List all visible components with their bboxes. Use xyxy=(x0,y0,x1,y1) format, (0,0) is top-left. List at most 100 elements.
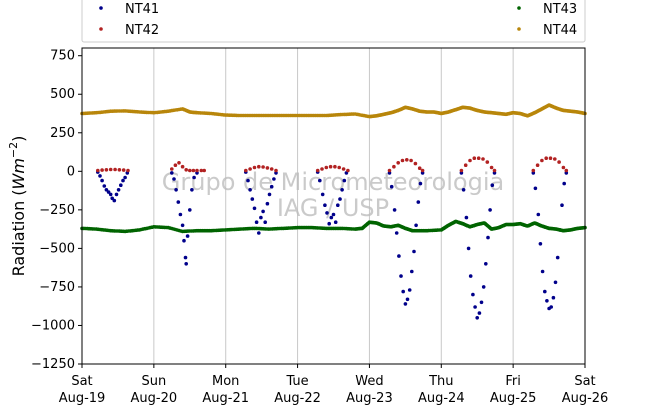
point-nt42 xyxy=(557,160,561,164)
point-nt41 xyxy=(261,209,265,214)
point-nt41 xyxy=(98,174,102,178)
point-nt42 xyxy=(248,167,252,171)
point-nt42 xyxy=(173,163,178,167)
x-tick-label-date: Aug-24 xyxy=(418,391,465,406)
x-tick-label-day: Tue xyxy=(285,374,308,389)
point-nt41 xyxy=(333,220,338,224)
point-nt41 xyxy=(174,188,178,192)
y-tick-label: −250 xyxy=(39,203,75,218)
point-nt42 xyxy=(420,168,425,173)
point-nt41 xyxy=(265,201,270,206)
x-tick-label-day: Sat xyxy=(71,374,92,389)
point-nt41 xyxy=(252,206,257,211)
point-nt42 xyxy=(265,166,270,170)
point-nt41 xyxy=(102,184,107,188)
point-nt43-fill xyxy=(193,229,197,233)
y-tick-label: −1000 xyxy=(31,318,75,333)
point-nt43-fill xyxy=(121,229,126,234)
point-nt42 xyxy=(535,163,540,167)
point-nt44-fill xyxy=(250,113,255,118)
point-nt44-fill xyxy=(135,110,140,114)
point-nt43-fill xyxy=(222,228,226,232)
point-nt41 xyxy=(340,188,344,192)
point-nt41 xyxy=(323,203,327,207)
gridlines xyxy=(153,48,514,364)
point-nt44-fill xyxy=(92,111,97,115)
point-nt42 xyxy=(333,164,337,169)
y-tick-label: 750 xyxy=(50,49,75,64)
point-nt44-fill xyxy=(150,110,154,115)
point-nt41 xyxy=(490,183,495,187)
point-nt42 xyxy=(315,168,320,173)
point-nt42 xyxy=(324,165,329,170)
point-nt42 xyxy=(472,156,477,160)
point-nt41 xyxy=(464,215,469,220)
y-axis-title: Radiation (Wm−2) xyxy=(7,136,28,277)
point-nt43-fill xyxy=(107,228,111,233)
y-tick-label: −1250 xyxy=(31,357,75,372)
y-axis: −1250 −1000 −750 −500 −250 0 250 500 750 xyxy=(31,49,82,372)
point-nt43-fill xyxy=(92,227,97,231)
point-nt41 xyxy=(176,200,181,204)
point-nt41 xyxy=(182,238,186,243)
point-nt42 xyxy=(96,168,100,173)
point-nt42 xyxy=(104,168,109,172)
point-nt42 xyxy=(459,168,464,173)
point-nt41 xyxy=(540,269,545,274)
point-nt43-fill xyxy=(207,228,212,233)
point-nt41 xyxy=(250,197,255,201)
point-nt41 xyxy=(484,262,488,266)
point-nt41 xyxy=(170,171,174,175)
point-nt42 xyxy=(126,168,130,173)
point-nt41 xyxy=(331,212,336,217)
point-nt41 xyxy=(329,215,334,220)
point-nt41 xyxy=(416,200,421,204)
point-nt41 xyxy=(257,231,261,235)
point-nt42 xyxy=(121,168,126,172)
x-tick-label-date: Aug-25 xyxy=(490,391,537,406)
point-nt43-fill xyxy=(179,229,183,233)
point-nt44-fill xyxy=(222,113,226,117)
point-nt42 xyxy=(191,168,196,173)
point-nt41 xyxy=(185,234,190,238)
point-nt42 xyxy=(468,158,472,163)
point-nt44-fill xyxy=(308,113,312,118)
point-nt42 xyxy=(274,168,278,173)
point-nt41 xyxy=(188,208,192,212)
point-nt42 xyxy=(180,164,185,169)
x-tick-label-date: Aug-26 xyxy=(562,391,609,406)
point-nt41 xyxy=(479,300,484,305)
point-nt41 xyxy=(466,246,471,251)
x-tick-label-date: Aug-20 xyxy=(131,391,178,406)
point-nt44-fill xyxy=(236,113,241,118)
point-nt41 xyxy=(267,192,272,197)
point-nt41 xyxy=(180,223,185,228)
point-nt41 xyxy=(475,316,480,320)
point-nt41 xyxy=(108,192,113,197)
point-nt42 xyxy=(540,158,544,163)
point-nt42 xyxy=(405,158,409,162)
point-nt41 xyxy=(405,297,410,302)
point-nt42 xyxy=(269,167,274,171)
watermark-line-1: Grupo de Micrometeorologia xyxy=(162,168,504,196)
point-nt41 xyxy=(123,175,127,180)
point-nt41 xyxy=(399,274,403,278)
legend-marker-nt41 xyxy=(99,6,103,10)
point-nt41 xyxy=(397,254,401,258)
point-nt42 xyxy=(320,167,324,171)
point-nt44-fill xyxy=(194,110,198,115)
point-nt41 xyxy=(407,288,412,292)
point-nt44-fill xyxy=(121,109,126,113)
point-nt41 xyxy=(389,184,394,189)
point-nt41 xyxy=(392,208,397,212)
point-nt41 xyxy=(183,255,188,260)
point-nt42 xyxy=(341,167,346,171)
point-nt41 xyxy=(555,255,560,260)
point-nt41 xyxy=(269,184,274,189)
point-nt42 xyxy=(553,157,557,161)
point-nt41 xyxy=(116,188,121,192)
point-nt42 xyxy=(346,168,350,173)
legend-label-nt43: NT43 xyxy=(543,2,577,17)
point-nt43-fill xyxy=(135,228,140,232)
point-nt41 xyxy=(471,292,475,297)
